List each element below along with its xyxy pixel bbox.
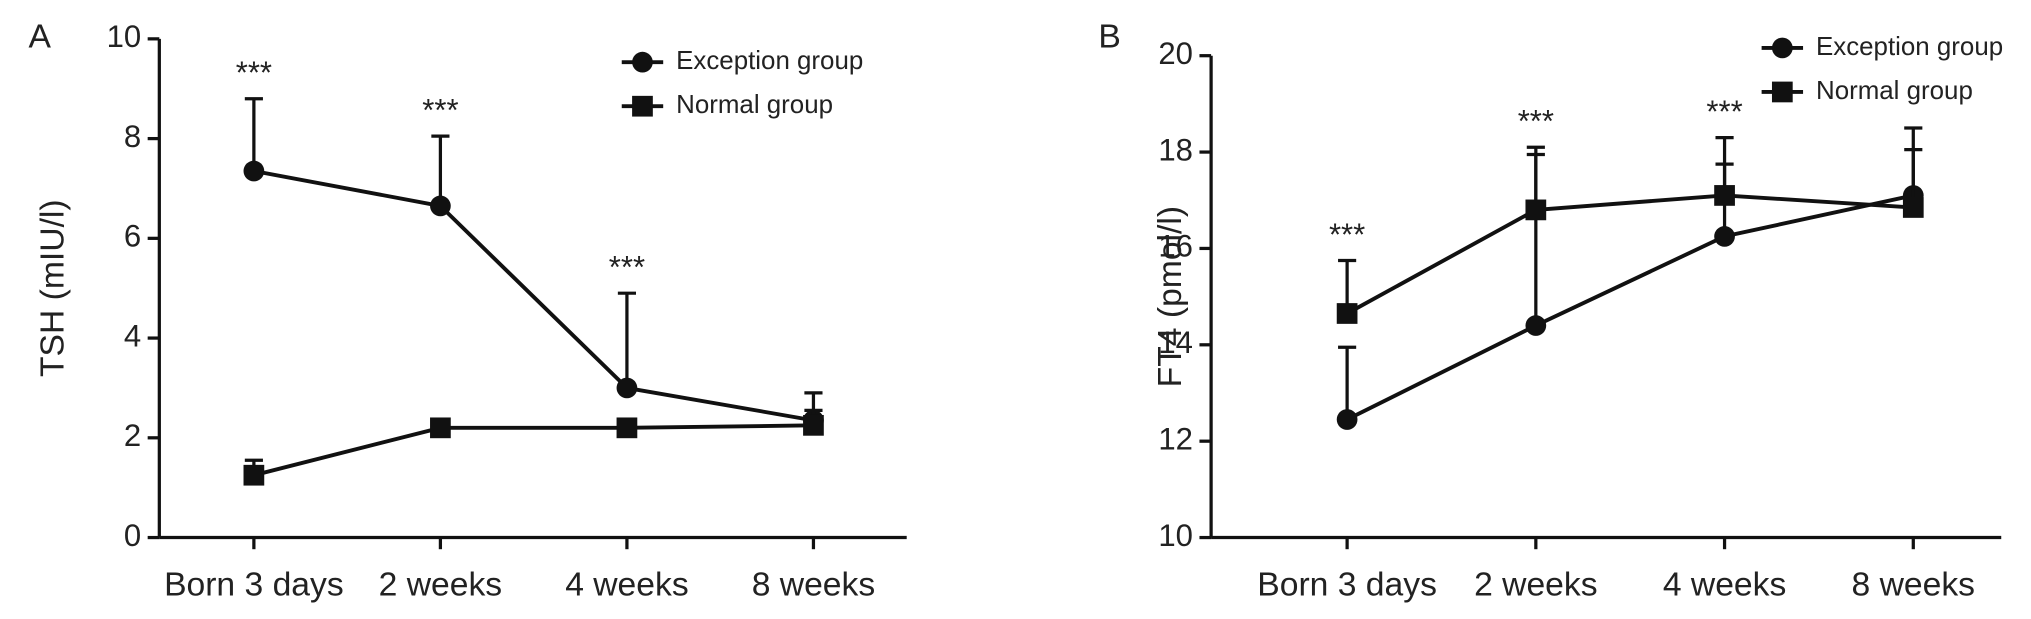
x-tick-label: 2 weeks — [1474, 567, 1597, 604]
y-tick-label: 10 — [1158, 518, 1193, 553]
data-point — [616, 377, 638, 399]
data-point — [1714, 185, 1735, 206]
legend-marker — [1771, 81, 1793, 103]
data-point — [1902, 197, 1924, 218]
y-tick-label: 4 — [124, 318, 141, 353]
y-tick-label: 20 — [1158, 36, 1193, 71]
y-tick-label: 18 — [1158, 132, 1193, 167]
series-line — [253, 169, 814, 423]
legend-marker — [1771, 37, 1793, 59]
y-tick-label: 12 — [1158, 421, 1193, 456]
x-tick-label: 8 weeks — [1852, 567, 1975, 604]
y-tick-label: 6 — [124, 219, 141, 254]
figure-body: A TSH (mIU/l) 0 2 4 6 8 10 Born 3 days 2 weeks 4 w… — [28, 19, 2003, 604]
y-tick-label: 8 — [124, 119, 141, 154]
x-tick-label: Born 3 days — [1257, 567, 1437, 604]
legend-label: Exception group — [676, 47, 863, 75]
panel-label: A — [28, 19, 51, 56]
data-point — [1336, 303, 1358, 324]
y-tick-label: 16 — [1158, 229, 1193, 264]
y-axis-label: FT4 (pmol/l) — [1152, 206, 1189, 387]
legend-label: Exception group — [1816, 33, 2003, 61]
y-tick-label: 10 — [107, 19, 142, 54]
significance-label: *** — [1329, 217, 1365, 252]
x-tick-label: Born 3 days — [164, 567, 344, 604]
error-bar — [244, 97, 263, 172]
significance-label: *** — [236, 55, 272, 90]
series-line — [1346, 193, 1914, 316]
panel-label: B — [1098, 19, 1120, 56]
significance-label: *** — [1518, 104, 1554, 139]
significance-label: *** — [422, 93, 458, 128]
y-tick-label: 2 — [124, 418, 141, 453]
data-point — [430, 195, 451, 217]
x-tick-label: 8 weeks — [752, 567, 875, 604]
data-point — [1525, 199, 1547, 221]
legend-marker — [632, 95, 653, 117]
significance-label: *** — [609, 250, 645, 285]
error-bar — [1338, 345, 1357, 420]
data-point — [243, 464, 265, 486]
legend-marker — [632, 51, 653, 73]
error-bar — [431, 134, 450, 206]
y-tick-label: 14 — [1158, 325, 1193, 360]
y-tick-label: 0 — [124, 518, 141, 553]
x-tick-label: 2 weeks — [379, 567, 502, 604]
y-axis-label: TSH (mIU/l) — [34, 199, 71, 377]
data-point — [616, 417, 638, 439]
data-point — [1714, 226, 1735, 247]
data-point — [243, 160, 265, 182]
data-point — [1525, 315, 1547, 336]
legend-label: Normal group — [1816, 77, 1973, 105]
data-point — [803, 414, 824, 436]
x-tick-label: 4 weeks — [565, 567, 688, 604]
significance-label: *** — [1706, 94, 1742, 129]
x-tick-label: 4 weeks — [1663, 567, 1786, 604]
series-line — [1346, 193, 1914, 422]
data-point — [1336, 409, 1358, 430]
error-bar — [617, 291, 636, 388]
data-point — [430, 417, 451, 439]
series-line — [253, 423, 814, 478]
legend-label: Normal group — [676, 91, 833, 119]
